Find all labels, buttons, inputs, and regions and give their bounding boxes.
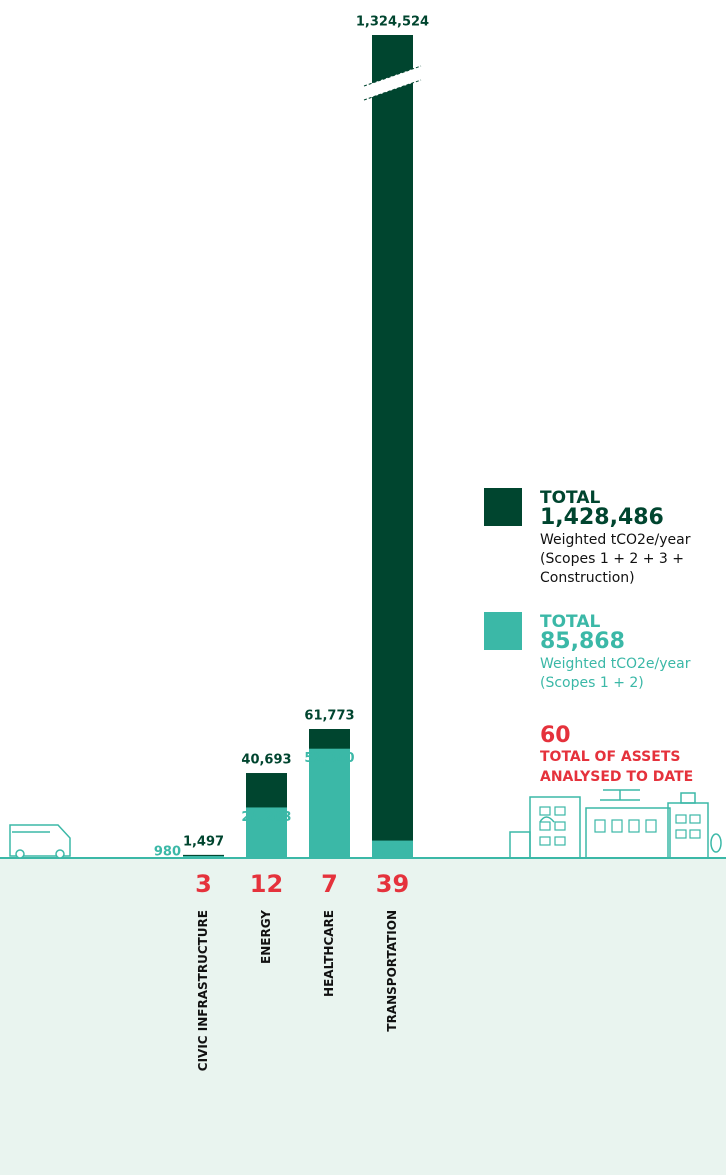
asset-count: 7: [321, 870, 338, 898]
legend-text: Construction): [540, 570, 635, 586]
legend-swatch: [484, 612, 522, 650]
bar: [246, 807, 287, 858]
asset-count: 39: [376, 870, 409, 898]
buildings-icon: [509, 789, 722, 857]
value-label: 24,203: [241, 810, 291, 825]
axis-break: [364, 66, 421, 100]
bar: [372, 840, 413, 858]
legend-heading: TOTAL: [540, 488, 600, 508]
legend-text: Weighted tCO2e/year: [540, 656, 691, 672]
assets-total: 60: [540, 723, 571, 748]
assets-text: ANALYSED TO DATE: [540, 769, 693, 785]
legend-total: 85,868: [540, 629, 625, 654]
ground-panel: [0, 858, 726, 1175]
bar: [183, 855, 224, 858]
asset-count: 3: [195, 870, 212, 898]
legend-text: (Scopes 1 + 2 + 3 +: [540, 551, 684, 567]
value-label: 8,345: [372, 843, 413, 858]
legend-heading: TOTAL: [540, 612, 600, 632]
value-label: 52,340: [304, 751, 354, 766]
category-label: TRANSPORTATION: [385, 910, 399, 1032]
category-label: ENERGY: [259, 910, 273, 964]
value-label: 40,693: [241, 753, 291, 768]
legend-text: (Scopes 1 + 2): [540, 675, 644, 691]
legend-swatch: [484, 488, 522, 526]
bar: [372, 35, 413, 858]
legend-total: 1,428,486: [540, 505, 664, 530]
axis-break-edge: [363, 65, 422, 101]
value-label: 1,324,524: [356, 15, 429, 30]
value-label: 980: [154, 845, 181, 860]
asset-count: 12: [250, 870, 283, 898]
legend-text: Weighted tCO2e/year: [540, 532, 691, 548]
van-icon: [9, 824, 71, 859]
bar: [309, 748, 350, 858]
assets-text: TOTAL OF ASSETS: [540, 749, 680, 765]
category-label: CIVIC INFRASTRUCTURE: [196, 910, 210, 1071]
category-label: HEALTHCARE: [322, 910, 336, 997]
value-label: 1,497: [183, 834, 224, 849]
value-label: 61,773: [304, 709, 354, 724]
